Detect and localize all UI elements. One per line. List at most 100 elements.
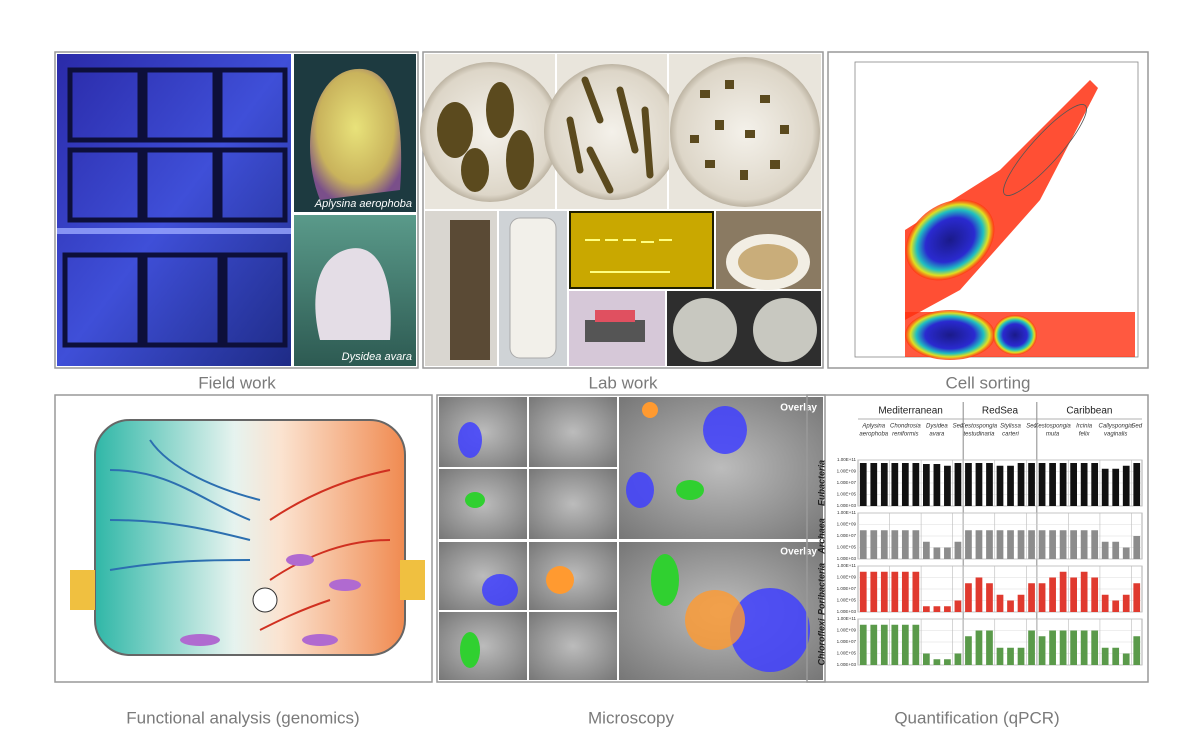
- y-tick-label: 1.00E+05: [837, 545, 857, 550]
- bar: [901, 571, 909, 612]
- bar: [859, 463, 867, 506]
- species-label: vaginalis: [1104, 432, 1127, 438]
- region-label: Mediterranean: [878, 406, 942, 417]
- bar: [912, 571, 920, 612]
- bar: [933, 547, 941, 559]
- y-tick-label: 1.00E+03: [837, 609, 857, 614]
- bar: [912, 530, 920, 559]
- species-label: Chondrosia: [890, 424, 921, 430]
- y-tick-label: 1.00E+11: [837, 457, 857, 462]
- tank-grid: [62, 67, 288, 348]
- species-label: reniformis: [892, 432, 918, 438]
- species-label: testudinaria: [963, 432, 995, 438]
- bar: [1007, 465, 1014, 506]
- y-tick-label: 1.00E+03: [837, 662, 857, 667]
- bar: [859, 624, 867, 665]
- bar: [880, 571, 888, 612]
- bar: [1017, 647, 1025, 665]
- bar: [1049, 463, 1056, 506]
- species-label: Dysidea avara: [342, 351, 412, 363]
- species-label: Dysidea: [926, 424, 948, 430]
- bar: [1133, 636, 1141, 665]
- bar: [975, 630, 983, 665]
- bar: [1038, 530, 1046, 559]
- bar: [1091, 463, 1099, 506]
- bar: [1059, 571, 1067, 612]
- bar: [1122, 465, 1130, 506]
- overlay-label: Overlay: [780, 403, 817, 414]
- bar: [1049, 577, 1056, 612]
- species-label: aerophoba: [859, 432, 888, 438]
- region-label: Caribbean: [1066, 406, 1112, 417]
- caption: Functional analysis (genomics): [126, 708, 359, 727]
- species-label: Aplysina: [861, 424, 885, 430]
- bar: [870, 571, 878, 612]
- bar: [1049, 530, 1056, 559]
- bar: [975, 577, 983, 612]
- bar: [1049, 630, 1056, 665]
- bar: [1070, 630, 1077, 665]
- bar: [1059, 463, 1067, 506]
- bar: [954, 653, 962, 665]
- bar: [986, 583, 993, 612]
- bar: [870, 624, 878, 665]
- caption: Field work: [198, 373, 276, 392]
- y-tick-label: 1.00E+11: [837, 616, 857, 621]
- bar: [923, 464, 930, 506]
- bar: [901, 530, 909, 559]
- bar: [901, 463, 909, 506]
- species-label: Sed: [1026, 424, 1037, 430]
- bar: [1122, 594, 1130, 612]
- bar: [1122, 547, 1130, 559]
- bar: [1017, 594, 1025, 612]
- panel-frame: [422, 51, 824, 369]
- bar: [933, 464, 941, 506]
- bar: [870, 530, 878, 559]
- species-label: avara: [929, 432, 945, 438]
- bar: [1133, 583, 1141, 612]
- panel-frame: [54, 394, 433, 683]
- bar: [1007, 530, 1014, 559]
- species-label: Callyspongia: [1099, 424, 1134, 430]
- panel-frame: [54, 51, 419, 369]
- bar: [944, 465, 951, 506]
- y-tick-label: 1.00E+07: [837, 639, 857, 644]
- bar: [965, 530, 972, 559]
- bar: [1101, 468, 1109, 506]
- bar: [880, 463, 888, 506]
- bar: [1070, 463, 1077, 506]
- sponge: [310, 68, 402, 200]
- bar: [1028, 583, 1035, 612]
- bar: [1080, 530, 1088, 559]
- bar: [1112, 600, 1120, 612]
- bar: [975, 463, 983, 506]
- cell-sorting-panel: [827, 51, 1149, 369]
- bar: [1080, 463, 1088, 506]
- species-label: Sed: [953, 424, 964, 430]
- bar: [996, 530, 1004, 559]
- bar: [880, 530, 888, 559]
- bar: [996, 465, 1004, 506]
- bar: [891, 571, 899, 612]
- bar: [996, 647, 1004, 665]
- bar: [1101, 647, 1109, 665]
- y-tick-label: 1.00E+05: [837, 651, 857, 656]
- caption: Quantification (qPCR): [894, 708, 1059, 727]
- bar: [944, 659, 951, 665]
- bar: [891, 530, 899, 559]
- caption: Lab work: [589, 373, 658, 392]
- bar: [975, 530, 983, 559]
- bar: [944, 606, 951, 612]
- bar: [1007, 647, 1014, 665]
- bar: [1133, 536, 1141, 559]
- bar: [1038, 463, 1046, 506]
- bar: [870, 463, 878, 506]
- bar: [1028, 630, 1035, 665]
- bar: [1112, 647, 1120, 665]
- species-label: Sed: [1131, 424, 1142, 430]
- bar: [1112, 468, 1120, 506]
- species-label: Xestospongia: [960, 424, 998, 430]
- bar: [891, 624, 899, 665]
- bar: [880, 624, 888, 665]
- y-tick-label: 1.00E+07: [837, 586, 857, 591]
